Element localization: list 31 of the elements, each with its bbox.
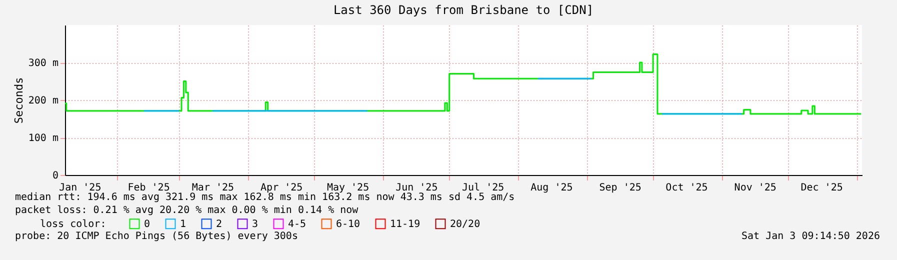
- legend-title: loss color:: [40, 219, 106, 230]
- y-tick-label: 300 m: [28, 58, 58, 69]
- x-tick-label: Apr '25: [260, 182, 303, 194]
- x-tick-label: Nov '25: [734, 182, 776, 194]
- legend-label: 11-19: [390, 218, 420, 230]
- text: Sat Jan 3 09:14:50 2026: [742, 231, 880, 242]
- y-tick-label: 200 m: [28, 96, 58, 106]
- legend-label: 20/20: [450, 218, 480, 230]
- text: median rtt: 194.6 ms avg 321.9 ms max 162.8 ms min 163.2 ms now 43.3 ms sd 4.5 am/s: [15, 192, 515, 203]
- y-axis-title: Seconds: [12, 77, 26, 124]
- x-tick-label: Feb '25: [128, 182, 170, 194]
- x-tick-label: Sep '25: [599, 182, 642, 194]
- chart-title: Last 360 Days from Brisbane to [CDN]: [333, 3, 594, 17]
- y-tick-label: 100 m: [28, 133, 58, 144]
- x-tick-label: Jun '25: [396, 182, 438, 194]
- x-tick-label: Dec '25: [800, 182, 843, 194]
- text: packet loss: 0.21 % avg 20.20 % max 0.00 % min 0.14 % now: [15, 205, 360, 216]
- x-tick-label: Jul '25: [462, 182, 504, 194]
- x-tick-label: Jan '25: [59, 182, 102, 194]
- legend-label: 1: [180, 218, 186, 230]
- legend-label: 6-10: [336, 218, 360, 230]
- x-tick-label: Mar '25: [192, 182, 234, 194]
- legend-label: 3: [252, 218, 258, 230]
- legend-label: 2: [216, 218, 222, 230]
- y-tick-label: 0: [52, 170, 58, 182]
- legend-label: 4-5: [288, 218, 306, 230]
- x-tick-label: May '25: [326, 182, 370, 194]
- text: probe: 20 ICMP Echo Pings (56 Bytes) every 300s: [15, 231, 298, 242]
- x-tick-label: Aug '25: [530, 182, 573, 194]
- x-tick-label: Oct '25: [666, 182, 708, 194]
- legend-label: 0: [144, 218, 150, 230]
